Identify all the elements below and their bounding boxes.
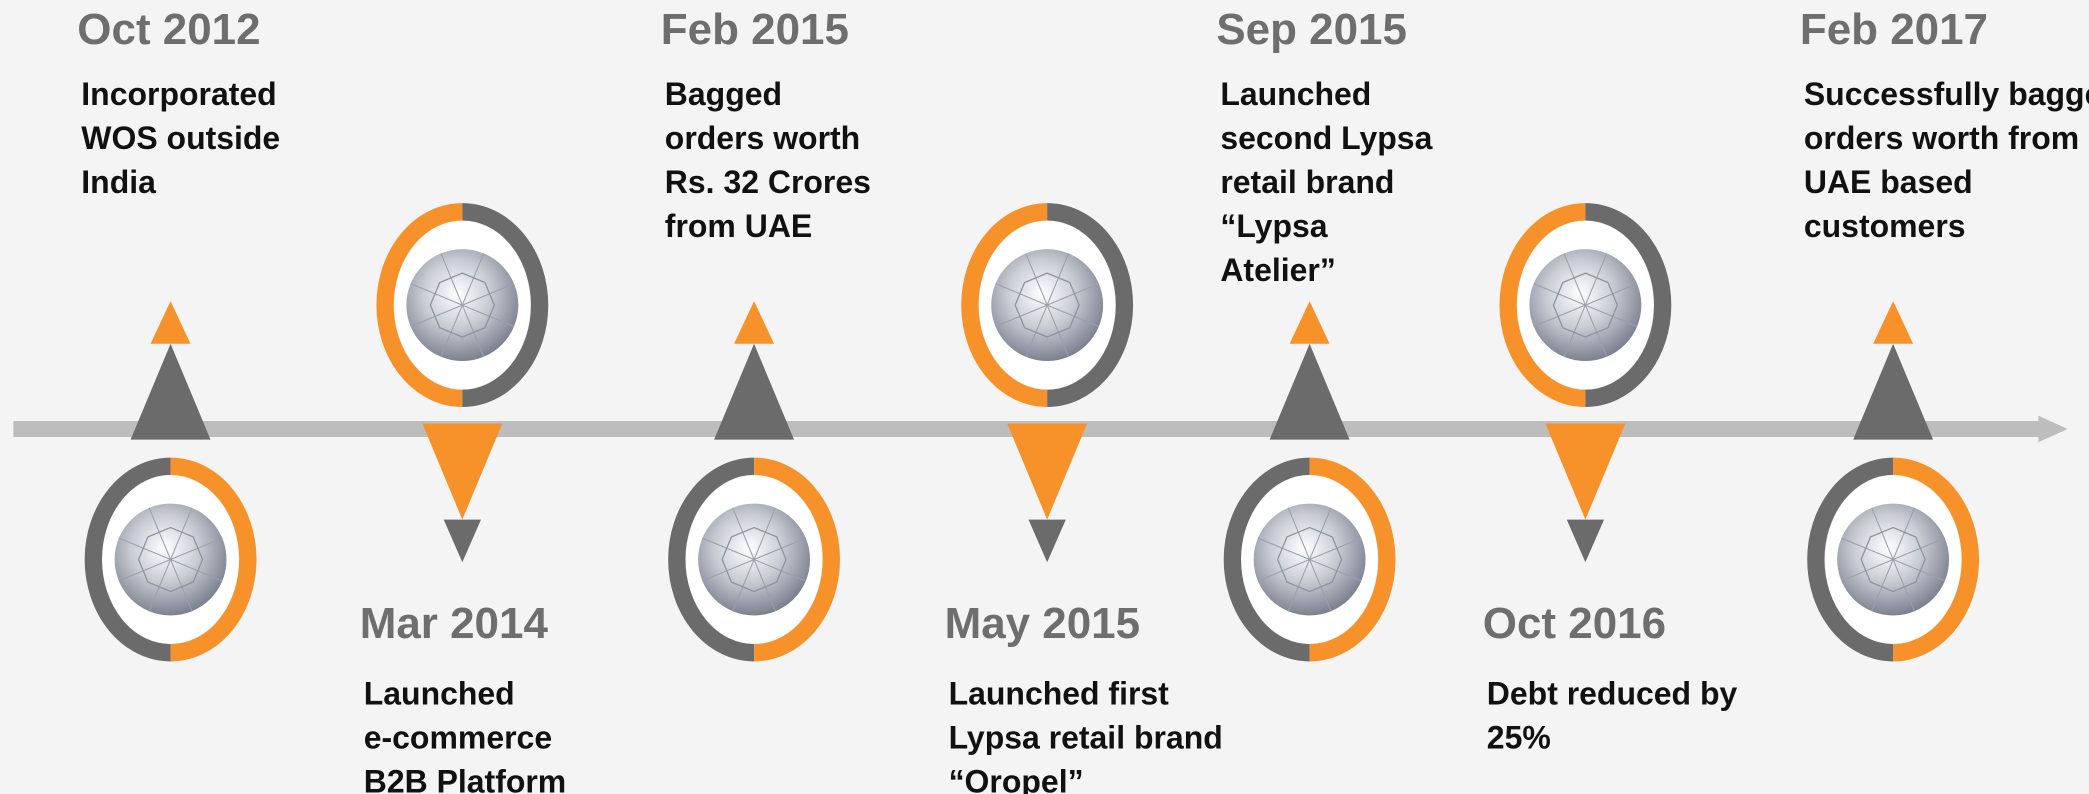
event-description: Bagged — [665, 76, 782, 112]
event-description: second Lypsa — [1220, 120, 1432, 156]
event-date: Feb 2017 — [1800, 5, 1988, 54]
event-description: India — [81, 164, 156, 200]
event-description: Incorporated — [81, 76, 276, 112]
event-description: 25% — [1487, 720, 1551, 756]
event-description: Successfully bagged — [1804, 76, 2089, 112]
event-description: e-commerce — [364, 720, 552, 756]
event-description: WOS outside — [81, 120, 280, 156]
event-description: B2B Platform — [364, 764, 567, 794]
gem-badge — [1816, 466, 1971, 653]
event-description: Launched — [1220, 76, 1371, 112]
event-date: May 2015 — [945, 599, 1141, 648]
event-date: Sep 2015 — [1216, 5, 1407, 54]
event-description: Launched first — [949, 676, 1170, 712]
event-description: Atelier” — [1220, 252, 1335, 288]
event-description: retail brand — [1220, 164, 1394, 200]
gem-badge — [385, 212, 540, 399]
event-description: Lypsa retail brand — [949, 720, 1223, 756]
gem-badge — [93, 466, 248, 653]
event-date: Mar 2014 — [360, 599, 549, 648]
timeline: Oct 2012 Incorporated WOS outside India Mar … — [0, 0, 2089, 794]
event-description: from UAE — [665, 208, 812, 244]
event-description: Debt reduced by — [1487, 676, 1738, 712]
gem-badge — [970, 212, 1125, 399]
event-date: Oct 2016 — [1483, 599, 1666, 648]
event-description: “Lypsa — [1220, 208, 1327, 244]
gem-badge — [1508, 212, 1663, 399]
gem-badge — [1232, 466, 1387, 653]
event-description: “Oropel” — [949, 764, 1084, 794]
gem-badge — [677, 466, 832, 653]
event-description: UAE based — [1804, 164, 1973, 200]
event-description: orders worth — [665, 120, 860, 156]
event-description: customers — [1804, 208, 1966, 244]
event-description: Launched — [364, 676, 515, 712]
event-description: orders worth from — [1804, 120, 2079, 156]
event-date: Feb 2015 — [661, 5, 849, 54]
event-date: Oct 2012 — [77, 5, 260, 54]
event-description: Rs. 32 Crores — [665, 164, 871, 200]
